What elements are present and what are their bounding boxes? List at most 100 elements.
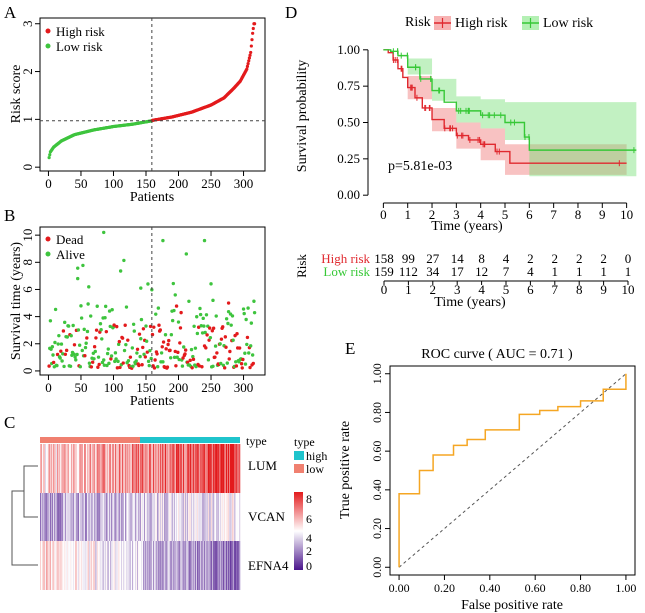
heatmap-cell <box>171 493 173 541</box>
legend: Risk High risk Low risk <box>405 15 593 31</box>
dead-point <box>155 352 159 356</box>
heatmap-cell <box>174 493 176 541</box>
alive-point <box>73 355 77 359</box>
heatmap-cell <box>115 541 117 590</box>
alive-point <box>113 351 118 355</box>
heatmap-cell <box>203 444 205 493</box>
heatmap-cell <box>214 541 216 590</box>
heatmap-cell <box>73 444 75 493</box>
heatmap-cell <box>80 444 82 493</box>
heatmap-cell <box>156 493 158 541</box>
heatmap-cell <box>213 541 215 590</box>
alive-point <box>206 358 211 362</box>
risk-point <box>247 56 251 60</box>
dead-point <box>178 341 182 345</box>
alive-point <box>102 363 107 367</box>
heatmap-cell <box>78 493 80 541</box>
heatmap-cell <box>82 444 84 493</box>
heatmap-cell <box>195 541 197 590</box>
risk-table-tick-label: 7 <box>552 282 559 297</box>
dead-point <box>213 355 217 359</box>
heatmap-cell <box>174 541 176 590</box>
alive-point <box>69 334 73 338</box>
alive-point <box>122 258 126 263</box>
alive-point <box>214 314 218 318</box>
heatmap-cell <box>111 541 113 590</box>
dead-point <box>85 336 89 340</box>
alive-point <box>248 344 253 348</box>
heatmap-cell <box>44 493 46 541</box>
heatmap-cell <box>172 444 174 493</box>
heatmap-cell <box>53 541 55 590</box>
dead-point <box>210 329 215 333</box>
heatmap-cell <box>89 444 91 493</box>
heatmap-cell <box>186 493 188 541</box>
alive-point <box>246 306 250 310</box>
heatmap-cell <box>196 493 198 541</box>
heatmap-cell <box>105 444 107 493</box>
alive-point <box>198 306 202 311</box>
heatmap-cell <box>63 541 65 590</box>
alive-point <box>139 336 143 341</box>
heatmap-cell <box>67 493 69 541</box>
heatmap-cell <box>170 444 172 493</box>
heatmap-cell <box>234 444 236 493</box>
heatmap-cell <box>103 541 105 590</box>
heatmap-cell <box>222 444 224 493</box>
dead-point <box>228 349 232 354</box>
y-tick-label: 1.00 <box>337 42 360 57</box>
heatmap-cell <box>195 493 197 541</box>
heatmap-cell <box>123 541 125 590</box>
dead-point <box>97 362 101 367</box>
heatmap-cell <box>80 493 82 541</box>
dead-point <box>128 355 133 359</box>
dead-point <box>190 366 194 370</box>
heatmap-cell <box>193 541 195 590</box>
alive-point <box>82 327 86 332</box>
heatmap-cell <box>49 541 51 590</box>
dead-point <box>123 323 127 327</box>
heatmap-cell <box>124 541 126 590</box>
alive-point <box>87 285 91 289</box>
y-tick-label: 0.60 <box>370 441 384 462</box>
legend-low-marker <box>45 43 51 49</box>
heatmap-cell <box>229 493 231 541</box>
heatmap-cell <box>186 541 188 590</box>
heatmap-cell <box>194 541 196 590</box>
heatmap-cell <box>89 541 91 590</box>
heatmap-cell <box>96 444 98 493</box>
heatmap-cell <box>59 541 61 590</box>
heatmap-cell <box>201 493 203 541</box>
heatmap-cell <box>203 493 205 541</box>
panel-label-d: D <box>285 3 297 22</box>
heatmap-cell <box>174 444 176 493</box>
heatmap-cell <box>163 493 165 541</box>
heatmap-cell <box>87 444 89 493</box>
heatmap-cell <box>229 541 231 590</box>
diagonal-reference <box>398 373 627 568</box>
heatmap-cell <box>238 444 240 493</box>
heatmap-cell <box>142 493 144 541</box>
heatmap-cell <box>106 493 108 541</box>
alive-point <box>229 323 233 327</box>
alive-point <box>139 317 144 322</box>
heatmap-cell <box>104 444 106 493</box>
heatmap-cell <box>79 493 81 541</box>
heatmap-cell <box>76 493 78 541</box>
alive-point <box>169 356 173 360</box>
heatmap-cell <box>224 541 226 590</box>
x-tick-label: 4 <box>477 207 484 222</box>
alive-point <box>201 316 205 321</box>
heatmap-cell <box>87 541 89 590</box>
heatmap-cell <box>213 444 215 493</box>
heatmap-cell <box>160 493 162 541</box>
heatmap-cell <box>196 541 198 590</box>
heatmap-cell <box>127 493 129 541</box>
alive-point <box>107 361 111 366</box>
heatmap-cell <box>129 541 131 590</box>
heatmap-cell <box>210 541 212 590</box>
heatmap-cell <box>41 444 43 493</box>
dead-point <box>51 360 56 365</box>
heatmap-cell <box>135 541 137 590</box>
